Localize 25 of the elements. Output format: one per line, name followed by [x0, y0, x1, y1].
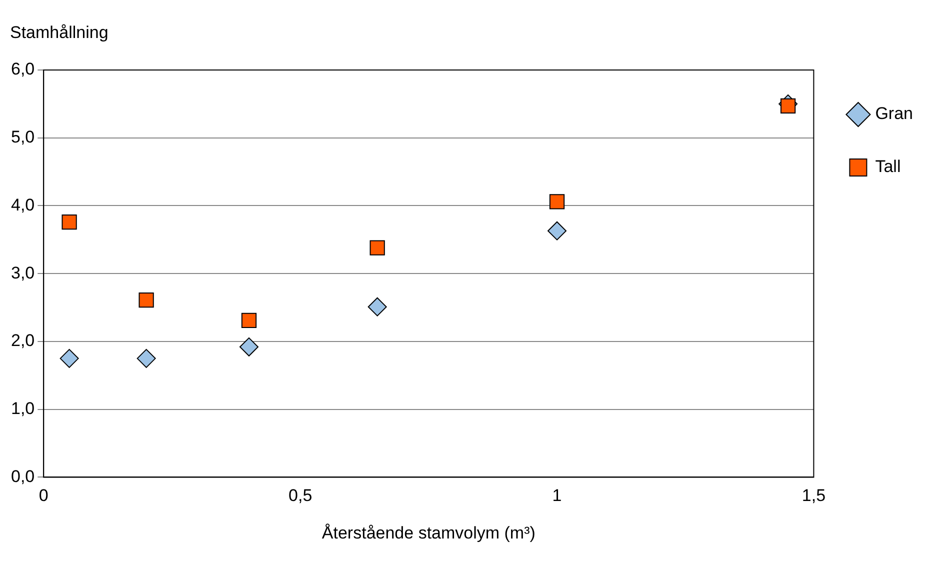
point [136, 348, 156, 368]
y-tick-label: 0,0 [10, 466, 35, 486]
y-tick-label: 6,0 [10, 60, 35, 79]
x-tick-label: 0 [38, 486, 48, 506]
y-tick-label: 4,0 [10, 195, 35, 214]
y-tick-label: 5,0 [10, 128, 35, 147]
point [370, 240, 385, 256]
point [368, 297, 387, 316]
y-tick-label: 3,0 [10, 263, 35, 282]
point [138, 292, 154, 308]
x-axis-title: Återstående stamvolym (m³) [322, 523, 536, 542]
point [60, 348, 79, 368]
y-axis-title: Stamhållning [10, 23, 108, 42]
x-tick-label: 1 [552, 486, 562, 506]
point [548, 221, 567, 240]
legend-label: Gran [875, 104, 914, 124]
point [62, 214, 77, 230]
x-tick-label: 1,5 [802, 486, 826, 506]
y-tick-label: 1,0 [10, 399, 35, 418]
y-tick-label: 2,0 [10, 331, 35, 350]
point [241, 312, 257, 328]
x-tick-label: 0,5 [288, 486, 312, 506]
point [239, 337, 258, 356]
legend-label: Tall [875, 157, 901, 176]
point [549, 194, 565, 210]
